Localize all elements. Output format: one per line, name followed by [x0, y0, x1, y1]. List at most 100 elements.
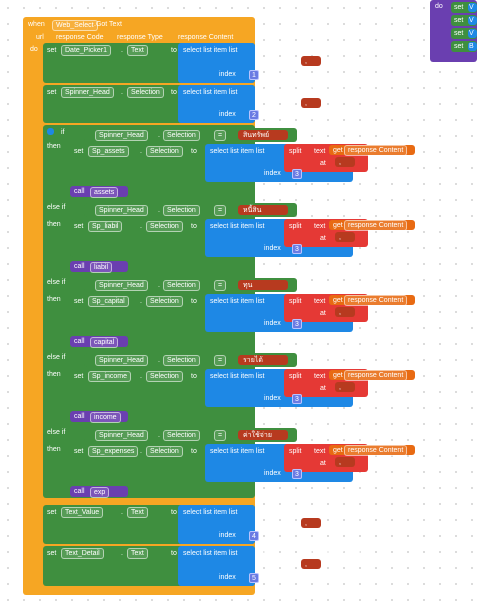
- branch-keyword: then: [47, 143, 61, 150]
- text-detail-get-label: get: [300, 549, 310, 556]
- text-value-to-label: to: [171, 509, 177, 516]
- date-picker-select-list-block[interactable]: [178, 43, 255, 83]
- branch-index-number[interactable]: 3: [292, 244, 302, 254]
- branch-call-block[interactable]: [70, 261, 128, 272]
- condition-operator-dropdown[interactable]: =: [214, 205, 227, 216]
- spinner-head-select-list-block[interactable]: [178, 85, 255, 123]
- branch-call-block[interactable]: [70, 336, 128, 347]
- branch-get-label: get: [333, 297, 343, 304]
- branch-call-block[interactable]: [70, 186, 128, 197]
- branch-call-dropdown[interactable]: liabil: [90, 262, 113, 273]
- branch-index-number[interactable]: 3: [292, 469, 302, 479]
- branch-component-dropdown[interactable]: Sp_liabil: [88, 221, 123, 232]
- branch-property-dropdown[interactable]: Selection: [146, 446, 183, 457]
- condition-operator-dropdown[interactable]: =: [214, 355, 227, 366]
- event-param: url: [36, 34, 44, 41]
- text-detail-to-label: to: [171, 550, 177, 557]
- text-detail-get-dropdown[interactable]: response Content: [311, 547, 375, 558]
- branch-component-dropdown[interactable]: Sp_assets: [88, 146, 129, 157]
- spinner-head-component-dropdown[interactable]: Spinner_Head: [61, 87, 114, 98]
- spinner-head-index-label: index: [219, 111, 236, 118]
- condition-property-dropdown[interactable]: Selection: [163, 355, 200, 366]
- if-label: if: [61, 129, 65, 136]
- text-value-separator-text: ,: [305, 520, 307, 527]
- branch-component-dropdown[interactable]: Sp_income: [88, 371, 132, 382]
- text-value-get-dropdown[interactable]: response Content: [311, 506, 375, 517]
- branch-get-block[interactable]: [329, 295, 415, 305]
- side-set-block[interactable]: [451, 28, 477, 39]
- condition-operator-dropdown[interactable]: =: [214, 280, 227, 291]
- branch-get-dropdown[interactable]: response Content: [344, 220, 408, 231]
- date-picker-property-dropdown[interactable]: Text: [127, 45, 148, 56]
- branch-property-dropdown[interactable]: Selection: [146, 146, 183, 157]
- if-gear-icon[interactable]: [47, 128, 54, 135]
- branch-get-dropdown[interactable]: response Content: [344, 370, 408, 381]
- text-detail-separator-block: [301, 559, 321, 569]
- text-value-property-dropdown[interactable]: Text: [127, 507, 148, 518]
- branch-call-dropdown[interactable]: income: [90, 412, 121, 423]
- branch-index-number[interactable]: 3: [292, 169, 302, 179]
- branch-property-dropdown[interactable]: Selection: [146, 221, 183, 232]
- branch-property-dropdown[interactable]: Selection: [146, 371, 183, 382]
- condition-component-dropdown[interactable]: Spinner_Head: [95, 280, 148, 291]
- side-set-block[interactable]: [451, 2, 477, 13]
- text-value-component-dropdown[interactable]: Text_Value: [61, 507, 104, 518]
- date-picker-split-label: split: [256, 47, 269, 54]
- condition-property-dropdown[interactable]: Selection: [163, 205, 200, 216]
- branch-call-label: call: [74, 263, 85, 270]
- condition-component-dropdown[interactable]: Spinner_Head: [95, 130, 148, 141]
- branch-get-dropdown[interactable]: response Content: [344, 145, 408, 156]
- branch-get-block[interactable]: [329, 445, 415, 455]
- branch-call-dropdown[interactable]: capital: [90, 337, 119, 348]
- text-detail-select-list-block[interactable]: [178, 546, 255, 586]
- text-value-index-number[interactable]: 4: [249, 531, 259, 541]
- spinner-head-select-label: select list item list: [183, 89, 238, 96]
- condition-property-dropdown[interactable]: Selection: [163, 430, 200, 441]
- branch-get-block[interactable]: [329, 220, 415, 230]
- condition-property-dropdown[interactable]: Selection: [163, 130, 200, 141]
- branch-property-dropdown[interactable]: Selection: [146, 296, 183, 307]
- text-value-dot: .: [121, 509, 123, 516]
- text-detail-index-label: index: [219, 574, 236, 581]
- date-picker-index-label: index: [219, 71, 236, 78]
- text-detail-property-dropdown[interactable]: Text: [127, 548, 148, 559]
- event-component-dropdown[interactable]: Web_Select: [52, 20, 98, 31]
- side-set-block[interactable]: [451, 41, 477, 52]
- condition-component-dropdown[interactable]: Spinner_Head: [95, 205, 148, 216]
- branch-component-dropdown[interactable]: Sp_capital: [88, 296, 129, 307]
- side-set-block[interactable]: [451, 15, 477, 26]
- branch-index-number[interactable]: 3: [292, 394, 302, 404]
- text-detail-index-number[interactable]: 5: [249, 573, 259, 583]
- branch-separator-block: [335, 457, 355, 467]
- branch-get-dropdown[interactable]: response Content: [344, 445, 408, 456]
- branch-call-dropdown[interactable]: assets: [90, 187, 119, 198]
- branch-call-block[interactable]: [70, 411, 128, 422]
- branch-index-label: index: [264, 170, 281, 177]
- branch-call-dropdown[interactable]: exp: [90, 487, 110, 498]
- branch-call-block[interactable]: [70, 486, 128, 497]
- branch-separator-block: [335, 382, 355, 392]
- branch-component-dropdown[interactable]: Sp_expenses: [88, 446, 139, 457]
- condition-component-dropdown[interactable]: Spinner_Head: [95, 355, 148, 366]
- branch-split-label: split: [289, 373, 302, 380]
- branch-get-dropdown[interactable]: response Content: [344, 295, 408, 306]
- spinner-head-index-number[interactable]: 2: [249, 110, 259, 120]
- date-picker-index-number[interactable]: 1: [249, 70, 259, 80]
- branch-get-block[interactable]: [329, 370, 415, 380]
- condition-operator-dropdown[interactable]: =: [214, 130, 227, 141]
- branch-keyword: else if: [47, 429, 66, 436]
- date-picker-get-dropdown[interactable]: response Content: [311, 44, 375, 55]
- date-picker-component-dropdown[interactable]: Date_Picker1: [61, 45, 112, 56]
- condition-component-dropdown[interactable]: Spinner_Head: [95, 430, 148, 441]
- spinner-head-get-dropdown[interactable]: response Content: [311, 86, 375, 97]
- branch-get-block[interactable]: [329, 145, 415, 155]
- branch-index-number[interactable]: 3: [292, 319, 302, 329]
- text-detail-text-label: text: [281, 550, 293, 557]
- spinner-head-get-label: get: [300, 88, 310, 95]
- text-detail-component-dropdown[interactable]: Text_Detail: [61, 548, 104, 559]
- condition-operator-dropdown[interactable]: =: [214, 430, 227, 441]
- branch-text-label: text: [314, 223, 326, 230]
- text-value-select-list-block[interactable]: [178, 505, 255, 544]
- spinner-head-property-dropdown[interactable]: Selection: [127, 87, 164, 98]
- condition-property-dropdown[interactable]: Selection: [163, 280, 200, 291]
